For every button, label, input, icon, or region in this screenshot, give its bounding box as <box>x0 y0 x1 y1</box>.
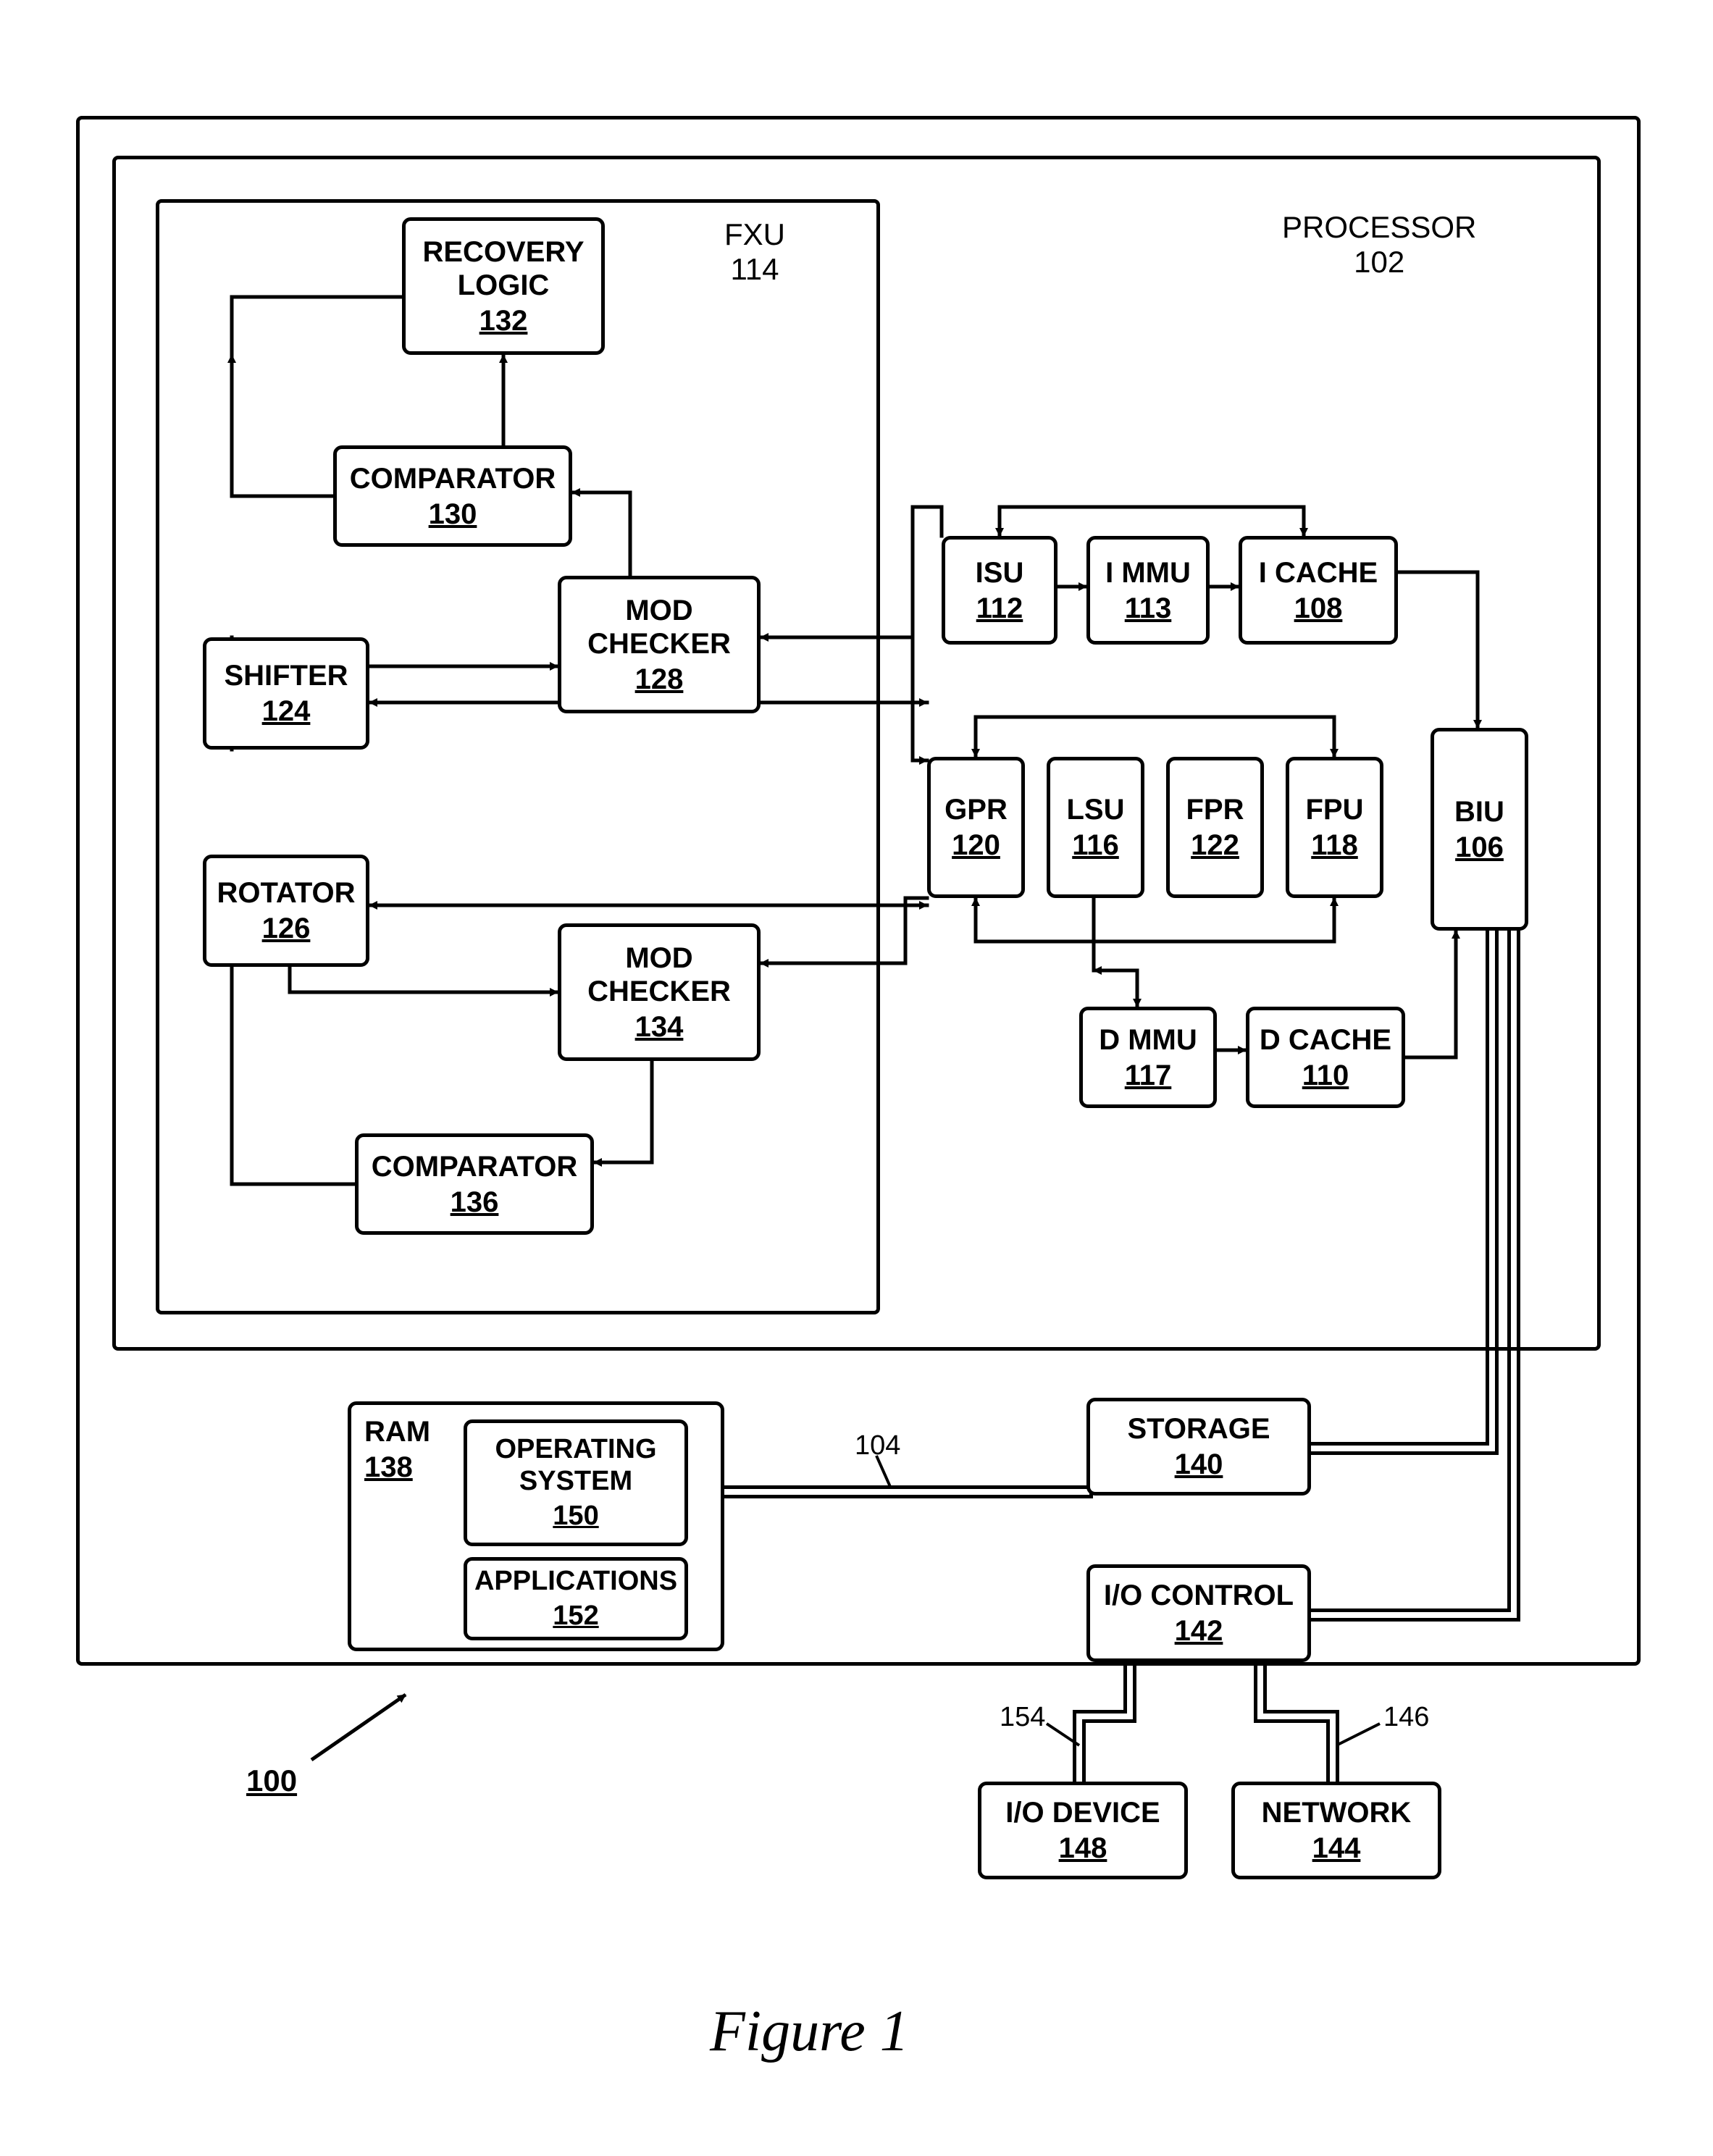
block-ioctrl-label: I/O CONTROL <box>1104 1579 1294 1612</box>
block-rotator: ROTATOR126 <box>203 855 369 967</box>
block-dcache: D CACHE110 <box>1246 1007 1405 1108</box>
figure-title: Figure 1 <box>710 1999 909 2065</box>
block-ram-num: 138 <box>364 1451 413 1484</box>
block-mod1-label: MODCHECKER <box>587 594 731 660</box>
block-rotator-num: 126 <box>262 913 311 945</box>
block-network-num: 144 <box>1312 1832 1361 1865</box>
system-ref-100: 100 <box>246 1763 297 1798</box>
fxu-label: FXU 114 <box>724 217 785 287</box>
block-os-num: 150 <box>553 1501 598 1532</box>
block-dcache-label: D CACHE <box>1260 1023 1391 1057</box>
processor-label-text: PROCESSOR <box>1282 210 1476 245</box>
callout-154: 154 <box>1000 1702 1045 1733</box>
block-mod2-num: 134 <box>635 1011 684 1044</box>
block-recovery-label: RECOVERYLOGIC <box>422 235 584 302</box>
block-ram-label: RAM <box>364 1415 430 1448</box>
block-isu: ISU112 <box>942 536 1057 645</box>
block-lsu-num: 116 <box>1072 829 1119 862</box>
block-mod1: MODCHECKER128 <box>558 576 761 713</box>
block-iodev: I/O DEVICE148 <box>978 1782 1188 1879</box>
page: PROCESSOR 102 FXU 114 RECOVERYLOGIC132 CO… <box>0 0 1713 2156</box>
block-comp1-num: 130 <box>429 498 477 531</box>
block-immu-label: I MMU <box>1105 556 1191 590</box>
block-icache: I CACHE108 <box>1239 536 1398 645</box>
block-biu-num: 106 <box>1455 831 1504 864</box>
block-fpu-label: FPU <box>1306 793 1364 826</box>
block-lsu: LSU116 <box>1047 757 1144 898</box>
block-comp2-num: 136 <box>451 1186 499 1219</box>
block-fpu: FPU118 <box>1286 757 1383 898</box>
block-storage: STORAGE140 <box>1086 1398 1311 1496</box>
block-fpr-label: FPR <box>1186 793 1244 826</box>
block-comp2-label: COMPARATOR <box>372 1150 577 1183</box>
block-network: NETWORK144 <box>1231 1782 1441 1879</box>
block-shifter: SHIFTER124 <box>203 637 369 750</box>
callout-104: 104 <box>855 1430 900 1461</box>
block-gpr-label: GPR <box>945 793 1008 826</box>
block-dmmu-num: 117 <box>1125 1060 1172 1092</box>
fxu-label-num: 114 <box>731 252 779 287</box>
block-mod2: MODCHECKER134 <box>558 923 761 1061</box>
block-gpr: GPR120 <box>927 757 1025 898</box>
block-recovery: RECOVERYLOGIC132 <box>402 217 605 355</box>
block-dcache-num: 110 <box>1302 1060 1349 1092</box>
block-isu-num: 112 <box>976 592 1023 625</box>
block-isu-label: ISU <box>976 556 1024 590</box>
block-apps-num: 152 <box>553 1601 598 1632</box>
block-fpr: FPR122 <box>1166 757 1264 898</box>
block-recovery-num: 132 <box>479 305 528 337</box>
block-rotator-label: ROTATOR <box>217 876 355 910</box>
block-apps-label: APPLICATIONS <box>474 1566 677 1598</box>
fxu-label-text: FXU <box>724 217 785 252</box>
block-biu: BIU106 <box>1431 728 1528 931</box>
block-lsu-label: LSU <box>1067 793 1125 826</box>
block-shifter-label: SHIFTER <box>224 659 348 692</box>
block-gpr-num: 120 <box>952 829 1000 862</box>
block-os-label: OPERATINGSYSTEM <box>495 1434 656 1497</box>
block-shifter-num: 124 <box>262 695 311 728</box>
block-storage-label: STORAGE <box>1127 1412 1270 1446</box>
block-mod1-num: 128 <box>635 663 684 696</box>
block-dmmu-label: D MMU <box>1099 1023 1197 1057</box>
block-ioctrl-num: 142 <box>1175 1615 1223 1648</box>
block-icache-label: I CACHE <box>1259 556 1378 590</box>
block-network-label: NETWORK <box>1262 1796 1412 1829</box>
block-ioctrl: I/O CONTROL142 <box>1086 1564 1311 1662</box>
block-comp1: COMPARATOR130 <box>333 445 572 547</box>
processor-label: PROCESSOR 102 <box>1282 210 1476 280</box>
block-comp1-label: COMPARATOR <box>350 462 556 495</box>
block-biu-label: BIU <box>1454 795 1504 829</box>
block-iodev-num: 148 <box>1059 1832 1107 1865</box>
block-storage-num: 140 <box>1175 1448 1223 1481</box>
processor-label-num: 102 <box>1354 245 1404 280</box>
block-immu-num: 113 <box>1125 592 1172 625</box>
block-os: OPERATINGSYSTEM 150 <box>464 1419 688 1546</box>
block-iodev-label: I/O DEVICE <box>1005 1796 1160 1829</box>
block-fpu-num: 118 <box>1311 829 1358 862</box>
block-immu: I MMU113 <box>1086 536 1210 645</box>
callout-146: 146 <box>1383 1702 1429 1733</box>
block-icache-num: 108 <box>1294 592 1343 625</box>
block-comp2: COMPARATOR136 <box>355 1133 594 1235</box>
block-dmmu: D MMU117 <box>1079 1007 1217 1108</box>
block-mod2-label: MODCHECKER <box>587 941 731 1008</box>
block-apps: APPLICATIONS152 <box>464 1557 688 1640</box>
block-fpr-num: 122 <box>1191 829 1239 862</box>
